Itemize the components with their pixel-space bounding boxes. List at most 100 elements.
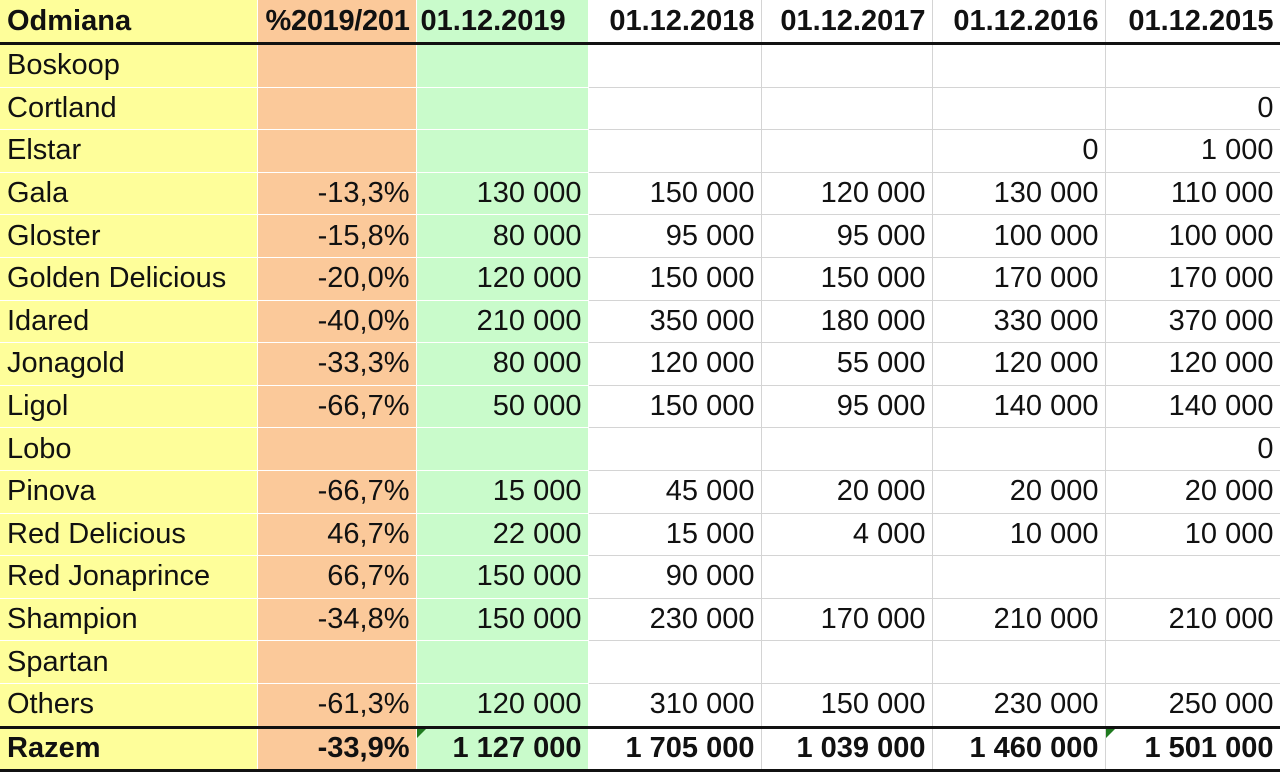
cell-pct-change[interactable] bbox=[257, 427, 416, 471]
cell-2016[interactable]: 170 000 bbox=[932, 257, 1106, 301]
cell-2015[interactable]: 20 000 bbox=[1105, 470, 1280, 514]
cell-2018[interactable]: 150 000 bbox=[588, 385, 762, 429]
cell-pct-change[interactable]: -15,8% bbox=[257, 214, 416, 258]
cell-2017[interactable] bbox=[761, 87, 933, 131]
header-2019[interactable]: 01.12.2019 bbox=[416, 0, 588, 45]
header-2018[interactable]: 01.12.2018 bbox=[588, 0, 762, 45]
cell-2017[interactable] bbox=[761, 43, 933, 88]
cell-2016[interactable]: 130 000 bbox=[932, 172, 1106, 216]
cell-2017[interactable]: 150 000 bbox=[761, 257, 933, 301]
cell-2015[interactable]: 0 bbox=[1105, 87, 1280, 131]
total-cell-pct-change[interactable]: -33,9% bbox=[257, 725, 416, 772]
cell-variety[interactable]: Shampion bbox=[0, 598, 257, 641]
cell-2018[interactable]: 45 000 bbox=[588, 470, 762, 514]
total-cell-2017[interactable]: 1 039 000 bbox=[761, 725, 933, 772]
cell-variety[interactable]: Cortland bbox=[0, 87, 257, 130]
cell-2016[interactable] bbox=[932, 43, 1106, 88]
cell-2019[interactable]: 50 000 bbox=[416, 385, 588, 428]
cell-variety[interactable]: Lobo bbox=[0, 427, 257, 471]
total-cell-2015[interactable]: 1 501 000 bbox=[1105, 725, 1280, 772]
total-cell-2018[interactable]: 1 705 000 bbox=[588, 725, 762, 772]
cell-2017[interactable] bbox=[761, 129, 933, 173]
cell-variety[interactable]: Ligol bbox=[0, 385, 257, 428]
cell-pct-change[interactable]: -66,7% bbox=[257, 385, 416, 428]
cell-2015[interactable]: 210 000 bbox=[1105, 598, 1280, 642]
cell-2016[interactable] bbox=[932, 87, 1106, 131]
cell-2017[interactable]: 150 000 bbox=[761, 683, 933, 728]
header-variety[interactable]: Odmiana bbox=[0, 0, 257, 45]
cell-2019[interactable]: 80 000 bbox=[416, 342, 588, 386]
cell-pct-change[interactable]: -13,3% bbox=[257, 172, 416, 215]
cell-2019[interactable]: 150 000 bbox=[416, 555, 588, 599]
cell-2015[interactable]: 370 000 bbox=[1105, 300, 1280, 344]
header-pct-change[interactable]: %2019/201 bbox=[257, 0, 416, 45]
cell-2018[interactable] bbox=[588, 43, 762, 88]
cell-2018[interactable]: 350 000 bbox=[588, 300, 762, 344]
cell-pct-change[interactable]: -33,3% bbox=[257, 342, 416, 386]
cell-2019[interactable]: 210 000 bbox=[416, 300, 588, 343]
cell-2016[interactable]: 120 000 bbox=[932, 342, 1106, 386]
cell-2017[interactable]: 120 000 bbox=[761, 172, 933, 216]
cell-2017[interactable]: 95 000 bbox=[761, 214, 933, 258]
cell-2019[interactable]: 80 000 bbox=[416, 214, 588, 258]
cell-2019[interactable]: 120 000 bbox=[416, 683, 588, 727]
cell-pct-change[interactable] bbox=[257, 129, 416, 173]
cell-pct-change[interactable]: -61,3% bbox=[257, 683, 416, 727]
cell-variety[interactable]: Pinova bbox=[0, 470, 257, 514]
cell-2016[interactable]: 100 000 bbox=[932, 214, 1106, 258]
cell-2016[interactable] bbox=[932, 555, 1106, 599]
cell-2017[interactable] bbox=[761, 555, 933, 599]
cell-2019[interactable] bbox=[416, 129, 588, 173]
cell-variety[interactable]: Gloster bbox=[0, 214, 257, 258]
cell-2019[interactable] bbox=[416, 427, 588, 471]
cell-variety[interactable]: Others bbox=[0, 683, 257, 727]
cell-2018[interactable]: 150 000 bbox=[588, 172, 762, 216]
cell-2016[interactable]: 20 000 bbox=[932, 470, 1106, 514]
cell-2015[interactable]: 110 000 bbox=[1105, 172, 1280, 216]
cell-2015[interactable]: 140 000 bbox=[1105, 385, 1280, 429]
cell-2017[interactable] bbox=[761, 427, 933, 471]
cell-variety[interactable]: Red Delicious bbox=[0, 513, 257, 556]
cell-2015[interactable]: 100 000 bbox=[1105, 214, 1280, 258]
cell-2018[interactable]: 150 000 bbox=[588, 257, 762, 301]
cell-variety[interactable]: Elstar bbox=[0, 129, 257, 173]
cell-2019[interactable]: 130 000 bbox=[416, 172, 588, 215]
cell-2015[interactable]: 250 000 bbox=[1105, 683, 1280, 728]
cell-2018[interactable]: 95 000 bbox=[588, 214, 762, 258]
cell-2016[interactable]: 140 000 bbox=[932, 385, 1106, 429]
cell-2016[interactable]: 230 000 bbox=[932, 683, 1106, 728]
total-cell-variety[interactable]: Razem bbox=[0, 725, 257, 772]
cell-2019[interactable]: 120 000 bbox=[416, 257, 588, 301]
cell-variety[interactable]: Spartan bbox=[0, 640, 257, 684]
cell-2015[interactable]: 10 000 bbox=[1105, 513, 1280, 557]
cell-pct-change[interactable] bbox=[257, 43, 416, 88]
cell-2018[interactable]: 15 000 bbox=[588, 513, 762, 557]
cell-2016[interactable]: 330 000 bbox=[932, 300, 1106, 344]
cell-2017[interactable] bbox=[761, 640, 933, 684]
cell-2015[interactable] bbox=[1105, 640, 1280, 684]
cell-2018[interactable] bbox=[588, 129, 762, 173]
cell-2017[interactable]: 4 000 bbox=[761, 513, 933, 557]
cell-2017[interactable]: 20 000 bbox=[761, 470, 933, 514]
cell-variety[interactable]: Jonagold bbox=[0, 342, 257, 386]
cell-pct-change[interactable] bbox=[257, 640, 416, 684]
cell-2018[interactable]: 310 000 bbox=[588, 683, 762, 728]
cell-2016[interactable] bbox=[932, 427, 1106, 471]
cell-variety[interactable]: Idared bbox=[0, 300, 257, 343]
cell-2017[interactable]: 95 000 bbox=[761, 385, 933, 429]
header-2017[interactable]: 01.12.2017 bbox=[761, 0, 933, 45]
cell-variety[interactable]: Red Jonaprince bbox=[0, 555, 257, 599]
cell-2019[interactable] bbox=[416, 87, 588, 130]
cell-2016[interactable] bbox=[932, 640, 1106, 684]
cell-2018[interactable] bbox=[588, 427, 762, 471]
cell-2018[interactable] bbox=[588, 640, 762, 684]
cell-2015[interactable]: 170 000 bbox=[1105, 257, 1280, 301]
cell-pct-change[interactable]: -40,0% bbox=[257, 300, 416, 343]
cell-2019[interactable]: 150 000 bbox=[416, 598, 588, 641]
cell-2016[interactable]: 0 bbox=[932, 129, 1106, 173]
header-2016[interactable]: 01.12.2016 bbox=[932, 0, 1106, 45]
total-cell-2016[interactable]: 1 460 000 bbox=[932, 725, 1106, 772]
cell-pct-change[interactable]: -34,8% bbox=[257, 598, 416, 641]
cell-2017[interactable]: 180 000 bbox=[761, 300, 933, 344]
cell-2018[interactable] bbox=[588, 87, 762, 131]
